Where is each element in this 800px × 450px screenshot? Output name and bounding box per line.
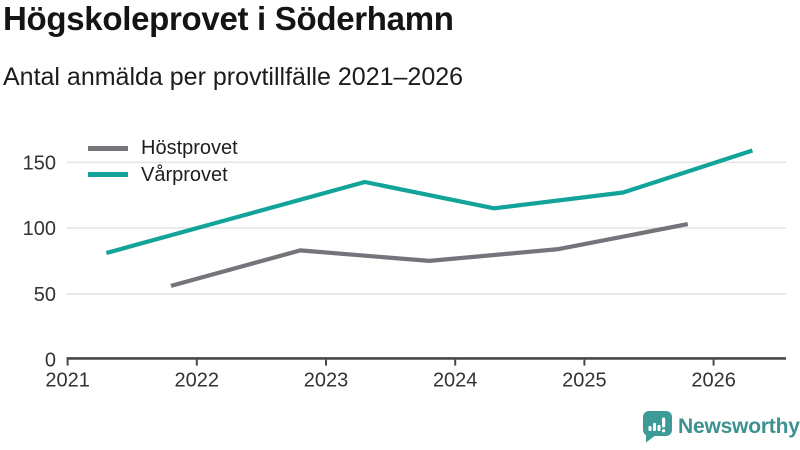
- y-tick-label-100: 100: [23, 218, 56, 240]
- chart-canvas: 0 50 100 150 2021 2022 2023 2024 2025 2026: [23, 148, 786, 392]
- y-tick-label-50: 50: [34, 284, 56, 306]
- legend-item-varprovet: Vårprovet: [88, 162, 238, 189]
- x-axis-labels: 2021 2022 2023 2024 2025 2026: [45, 370, 736, 392]
- x-tick-label-2023: 2023: [304, 370, 349, 392]
- line-chart: 0 50 100 150 2021 2022 2023 2024 2025 2026 Höstpr…: [0, 130, 800, 400]
- chart-subtitle: Antal anmälda per provtillfälle 2021–202…: [3, 63, 464, 91]
- legend-swatch-hostprovet: [88, 145, 128, 151]
- x-axis: [66, 357, 786, 366]
- brand-name: Newsworthy: [678, 415, 800, 438]
- legend-label-hostprovet: Höstprovet: [141, 137, 238, 160]
- y-tick-label-0: 0: [45, 350, 56, 372]
- x-tick-label-2025: 2025: [562, 370, 607, 392]
- series-line-vrprovet: [105, 148, 754, 256]
- y-tick-label-150: 150: [23, 152, 56, 174]
- chart-legend: Höstprovet Vårprovet: [88, 135, 238, 188]
- x-tick-label-2026: 2026: [691, 370, 736, 392]
- legend-label-varprovet: Vårprovet: [141, 163, 228, 186]
- newsworthy-logo-icon: [643, 411, 672, 443]
- series-line-hstprovet: [170, 222, 689, 288]
- y-axis-labels: 0 50 100 150: [23, 152, 56, 371]
- legend-swatch-varprovet: [88, 172, 128, 178]
- newsworthy-brand[interactable]: Newsworthy: [643, 411, 800, 443]
- x-tick-label-2022: 2022: [175, 370, 220, 392]
- series-lines: [105, 148, 754, 288]
- x-tick-label-2021: 2021: [45, 370, 90, 392]
- x-tick-label-2024: 2024: [433, 370, 478, 392]
- legend-item-hostprovet: Höstprovet: [88, 135, 238, 162]
- chart-title: Högskoleprovet i Söderhamn: [3, 0, 454, 37]
